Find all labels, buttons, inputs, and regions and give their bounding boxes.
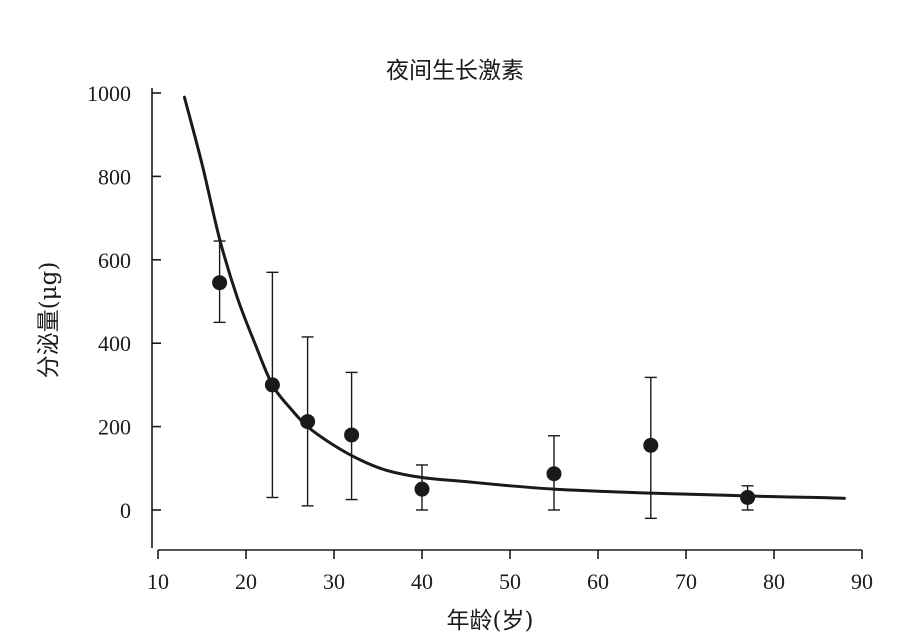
y-tick-label-200: 200 <box>98 415 131 440</box>
data-point-1 <box>212 240 228 324</box>
x-tick-label-50: 50 <box>499 569 521 594</box>
data-points <box>212 240 756 520</box>
point-marker <box>264 377 280 393</box>
data-point-8 <box>740 485 756 511</box>
data-point-3 <box>300 336 316 507</box>
point-marker <box>740 489 756 505</box>
x-tick-label-40: 40 <box>411 569 433 594</box>
x-axis-ticks: 10 20 30 40 50 60 70 80 90 <box>147 550 873 594</box>
y-tick-label-800: 800 <box>98 164 131 189</box>
data-point-2 <box>264 271 280 499</box>
point-marker <box>414 481 430 497</box>
x-tick-label-30: 30 <box>323 569 345 594</box>
data-point-5 <box>414 464 430 511</box>
x-tick-label-20: 20 <box>235 569 257 594</box>
x-tick-label-70: 70 <box>675 569 697 594</box>
y-tick-label-600: 600 <box>98 248 131 273</box>
data-point-4 <box>344 371 360 501</box>
point-marker <box>300 414 316 430</box>
x-tick-label-10: 10 <box>147 569 169 594</box>
x-tick-label-90: 90 <box>851 569 873 594</box>
y-axis-title: 分泌量(μg) <box>36 262 62 379</box>
y-tick-label-0: 0 <box>120 498 131 523</box>
x-tick-label-60: 60 <box>587 569 609 594</box>
point-marker <box>643 437 659 453</box>
y-tick-label-400: 400 <box>98 331 131 356</box>
y-axis-ticks: 0 200 400 600 800 1000 <box>87 81 161 523</box>
data-point-6 <box>546 435 562 511</box>
point-marker <box>546 466 562 482</box>
x-axis-title: 年龄(岁) <box>447 608 534 634</box>
point-marker <box>344 427 360 443</box>
point-marker <box>212 275 228 291</box>
chart-title: 夜间生长激素 <box>386 58 524 84</box>
x-tick-label-80: 80 <box>763 569 785 594</box>
data-point-7 <box>643 376 659 520</box>
fit-curve <box>182 95 846 500</box>
y-tick-label-1000: 1000 <box>87 81 131 106</box>
